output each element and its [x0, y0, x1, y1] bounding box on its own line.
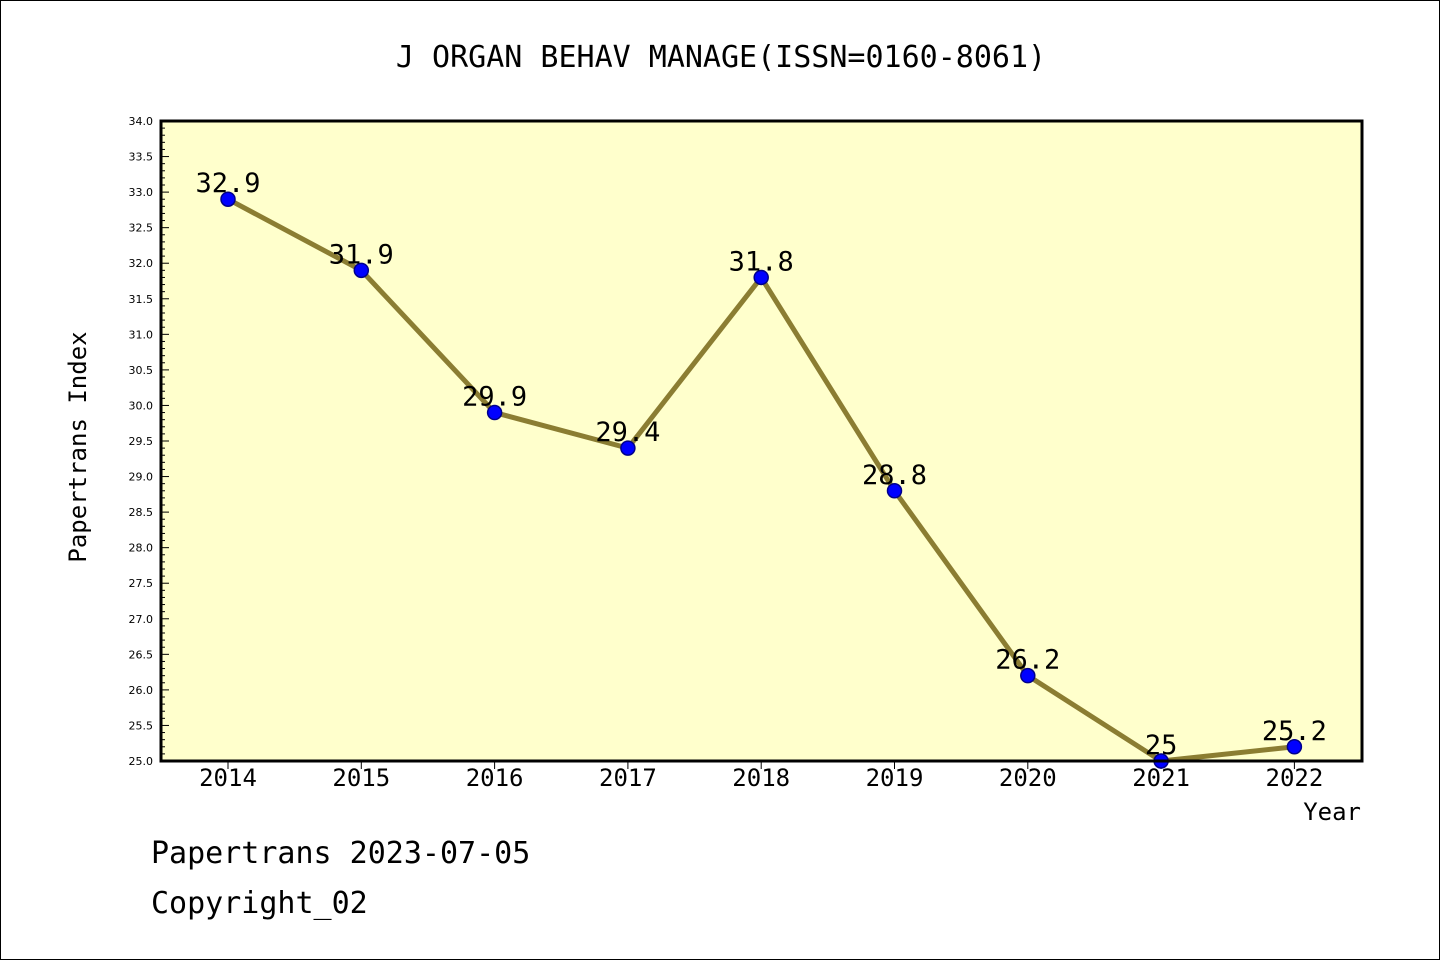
data-point [353, 262, 370, 279]
y-tick-label: 29.0 [129, 471, 154, 484]
y-tick-label: 33.5 [129, 151, 154, 164]
data-label: 28.8 [862, 460, 927, 491]
x-tick-label: 2020 [999, 764, 1057, 792]
data-point [220, 191, 236, 207]
y-tick-label: 26.5 [129, 648, 154, 661]
y-tick-label: 32.5 [129, 222, 154, 235]
y-tick-label: 31.5 [129, 293, 154, 306]
y-axis: 25.0 25.5 26.0 26.5 27.0 27.5 28.0 28.5 29.0 29.5… [129, 115, 169, 768]
data-point [753, 269, 769, 286]
y-tick-label: 31.0 [129, 328, 154, 341]
x-tick-label: 2018 [732, 764, 790, 792]
y-tick-label: 30.5 [129, 364, 154, 377]
data-label: 31.8 [729, 246, 794, 277]
y-tick-label: 29.5 [129, 435, 154, 448]
y-tick-label: 27.5 [129, 577, 154, 590]
data-point [486, 404, 503, 421]
x-tick-label: 2022 [1266, 764, 1324, 792]
data-label: 26.2 [995, 645, 1060, 676]
data-label: 25 [1145, 730, 1178, 761]
x-tick-label: 2014 [199, 764, 257, 792]
data-label: 31.9 [329, 239, 394, 270]
plot-area [161, 121, 1362, 761]
data-label: 29.9 [462, 382, 527, 413]
x-axis-label: Year [1303, 798, 1361, 826]
data-label: 25.2 [1262, 716, 1327, 747]
y-tick-label: 25.5 [129, 719, 154, 732]
data-point [1020, 667, 1036, 684]
y-tick-label: 27.0 [129, 613, 154, 626]
x-tick-label: 2019 [866, 764, 924, 792]
footer-copyright: Copyright_02 [151, 886, 368, 921]
x-tick-label: 2015 [332, 764, 390, 792]
y-tick-label: 30.0 [129, 399, 154, 412]
y-tick-label: 25.0 [129, 755, 154, 768]
data-labels: 32.9 31.9 29.9 29.4 31.8 28.8 26.2 25 25.2 [195, 168, 1326, 761]
footer-date: Papertrans 2023-07-05 [151, 836, 531, 871]
data-point [886, 483, 903, 499]
data-point [620, 440, 636, 456]
data-label: 32.9 [195, 168, 260, 199]
y-tick-label: 26.0 [129, 684, 154, 697]
data-label: 29.4 [595, 417, 660, 448]
y-tick-label: 33.0 [129, 186, 154, 199]
plot-border [159, 119, 1364, 763]
chart-title: J ORGAN BEHAV MANAGE(ISSN=0160-8061) [396, 40, 1046, 75]
x-axis: 2014 2015 2016 2017 2018 2019 2020 2021 2022 [199, 761, 1323, 792]
y-axis-label: Papertrans Index [64, 331, 92, 562]
y-tick-label: 28.5 [129, 506, 154, 519]
data-markers [220, 191, 1303, 769]
y-tick-label: 28.0 [129, 542, 154, 555]
y-tick-label: 32.0 [129, 257, 154, 270]
data-point [1286, 739, 1303, 755]
x-tick-label: 2017 [599, 764, 657, 792]
y-tick-label: 34.0 [129, 115, 154, 128]
x-tick-label: 2016 [466, 764, 524, 792]
